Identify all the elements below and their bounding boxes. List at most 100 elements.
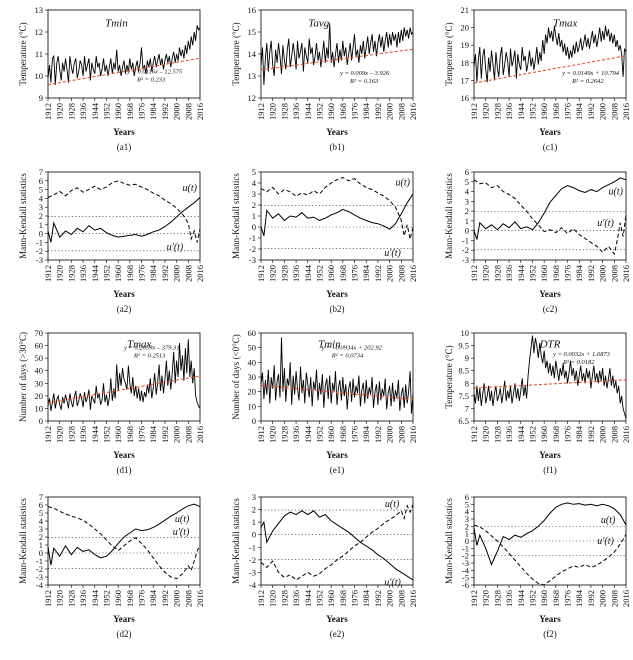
plot-frame — [473, 9, 627, 99]
x-tick-label: 1944 — [516, 264, 526, 282]
x-tick-label: 1976 — [563, 103, 573, 120]
y-tick-label: 3 — [465, 514, 469, 524]
panel-label: (b1) — [330, 142, 345, 152]
panel-a1: 9 10 11 12 13 1912 1920 1928 1936 1944 1952 1960 196… — [18, 5, 205, 152]
x-tick-label: 2016 — [195, 590, 205, 607]
x-tick-label: 1984 — [148, 425, 158, 443]
y-tick-label: -3 — [462, 558, 469, 568]
x-tick-label: 2016 — [195, 265, 205, 282]
x-axis-label: Years — [539, 614, 561, 624]
y-tick-label: -2 — [462, 551, 469, 561]
x-tick-label: 2000 — [172, 426, 182, 443]
y-tick-label: 2 — [252, 505, 256, 515]
y-tick-label: 13 — [248, 71, 257, 81]
x-tick-label: 1944 — [90, 425, 100, 443]
x-tick-label: 2008 — [609, 103, 619, 120]
trend-equation: y = 0.009x – 3.926 — [339, 70, 390, 77]
y-tick-label: 20 — [248, 387, 257, 397]
y-tick-label: 10 — [35, 71, 44, 81]
x-axis-label: Years — [113, 450, 135, 460]
x-tick-label: 1944 — [303, 264, 313, 282]
ubt-label: u′(t) — [597, 536, 614, 547]
panel-e2: -4 -3 -2 -1 0 1 2 3 1912 1920 1928 1936 1944 1952 1960… — [231, 492, 418, 639]
r-squared: R² = 0.0734 — [331, 353, 364, 360]
x-tick-label: 1992 — [373, 426, 383, 443]
y-tick-label: -2 — [36, 564, 43, 574]
x-tick-label: 1944 — [516, 425, 526, 443]
x-tick-label: 1936 — [78, 426, 88, 443]
y-tick-label: 9 — [39, 93, 43, 103]
x-tick-label: 2016 — [195, 426, 205, 443]
y-tick-label: 0 — [465, 536, 469, 546]
panel-label: (c1) — [543, 142, 558, 152]
x-tick-label: 1960 — [113, 103, 123, 120]
x-tick-label: 1952 — [314, 590, 324, 607]
x-tick-label: 1968 — [125, 103, 135, 120]
x-tick-label: 1920 — [268, 426, 278, 443]
x-tick-label: 1928 — [492, 103, 502, 120]
x-tick-label: 1976 — [137, 426, 147, 443]
x-axis-label: Years — [326, 289, 348, 299]
plot-frame — [260, 171, 414, 261]
x-tick-label: 1936 — [291, 426, 301, 443]
x-tick-label: 1936 — [78, 265, 88, 282]
x-axis-label: Years — [113, 127, 135, 137]
x-tick-label: 1952 — [527, 265, 537, 282]
x-tick-label: 2008 — [609, 590, 619, 607]
x-tick-label: 1984 — [574, 102, 584, 120]
trend-line — [473, 55, 627, 84]
x-tick-label: 1968 — [338, 426, 348, 443]
r-squared: R² = 0.2513 — [133, 353, 166, 360]
x-tick-label: 2016 — [621, 426, 631, 443]
x-tick-label: 1944 — [516, 102, 526, 120]
x-tick-label: 1960 — [113, 426, 123, 443]
y-tick-label: 4 — [39, 193, 44, 203]
plot-frame — [473, 332, 627, 422]
y-axis-label: Number of days (>30°C) — [18, 332, 28, 422]
ut-curve — [47, 503, 201, 566]
x-tick-label: 1936 — [504, 426, 514, 443]
x-tick-label: 1976 — [137, 590, 147, 607]
x-tick-label: 1952 — [314, 265, 324, 282]
y-tick-label: 0 — [252, 530, 256, 540]
y-tick-label: 8.5 — [458, 366, 469, 376]
x-tick-label: 1968 — [551, 426, 561, 443]
y-tick-label: -2 — [36, 246, 43, 256]
panel-label: (e2) — [330, 629, 345, 639]
ubt-label: u′(t) — [597, 218, 614, 229]
x-tick-label: 1960 — [326, 103, 336, 120]
x-tick-label: 1984 — [574, 589, 584, 607]
x-tick-label: 1912 — [43, 103, 53, 120]
series-line — [260, 337, 414, 414]
x-tick-label: 1992 — [160, 265, 170, 282]
x-tick-label: 2008 — [609, 265, 619, 282]
ubt-curve — [473, 524, 627, 586]
x-tick-label: 1992 — [586, 103, 596, 120]
x-tick-label: 1912 — [469, 265, 479, 282]
x-tick-label: 1960 — [326, 426, 336, 443]
y-tick-label: 14 — [248, 49, 257, 59]
y-tick-label: 5 — [39, 185, 43, 195]
x-tick-label: 1936 — [78, 590, 88, 607]
x-tick-label: 1920 — [55, 426, 65, 443]
x-tick-label: 1968 — [551, 265, 561, 282]
x-tick-label: 1928 — [66, 426, 76, 443]
x-tick-label: 2016 — [408, 426, 418, 443]
y-tick-label: 15 — [248, 27, 257, 37]
x-tick-label: 1976 — [350, 426, 360, 443]
plot-frame — [47, 496, 201, 586]
trend-equation: y = 0.0032x + 1.6873 — [552, 351, 611, 358]
y-tick-label: 19 — [461, 40, 470, 50]
x-tick-label: 1984 — [148, 264, 158, 282]
x-tick-label: 2016 — [408, 103, 418, 120]
trend-line — [47, 57, 201, 86]
x-tick-label: 1968 — [551, 590, 561, 607]
x-tick-label: 1920 — [481, 590, 491, 607]
x-tick-label: 1968 — [125, 265, 135, 282]
x-tick-label: 1976 — [350, 265, 360, 282]
y-tick-label: 4 — [39, 516, 44, 526]
y-tick-label: 6 — [465, 167, 469, 177]
x-tick-label: 2008 — [183, 265, 193, 282]
ut-label: u(t) — [601, 515, 616, 526]
ut-curve — [473, 177, 627, 240]
